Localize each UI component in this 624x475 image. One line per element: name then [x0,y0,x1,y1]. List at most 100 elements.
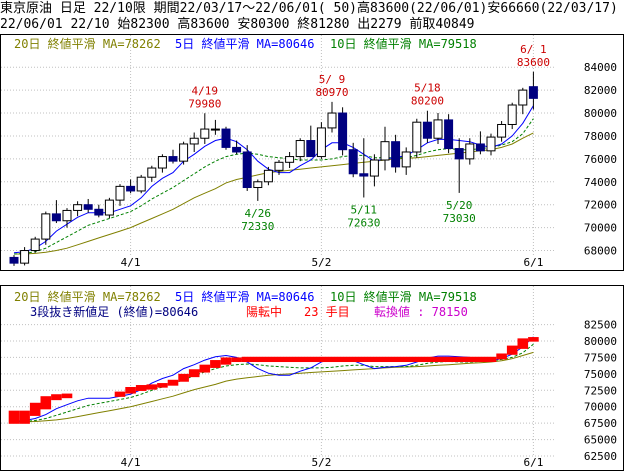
price-panel-ytick-label: 78000 [584,130,617,143]
candle-body [475,143,485,152]
linebreak-panel-legend-2: 5日 終値平滑 MA=80646 [175,289,314,304]
candle-body [147,167,157,178]
ma20-line [14,351,534,423]
low-annotation-value: 73030 [443,212,476,225]
linebreak-panel-ytick-label: 82500 [584,319,617,332]
high-annotation-date: 5/ 9 [319,73,346,86]
high-annotation-value: 83600 [517,56,550,69]
linebreak-brick [61,393,73,399]
low-annotation-value: 72630 [347,216,380,229]
linebreak-panel-xtick-label: 5/2 [311,456,331,469]
low-annotation-date: 5/20 [446,199,473,212]
candle-body [41,213,51,240]
candle-body [486,136,496,152]
price-panel-legend-2: 5日 終値平滑 MA=80646 [175,36,314,51]
candle-body [83,204,93,210]
low-annotation-date: 4/26 [245,207,272,220]
candle-body [62,209,72,222]
candle-body [73,204,83,211]
linebreak-info-title: 3段抜き新値足 (終値)=80646 [30,304,198,319]
candle-body [274,161,284,171]
linebreak-brick [220,357,232,365]
linebreak-brick [8,410,20,424]
price-panel-ytick-label: 72000 [584,199,617,212]
header-line-1: 東京原油 日足 22/10限 期間22/03/17～22/06/01( 50)高… [0,1,618,16]
candle-body [210,128,220,131]
candle-body [369,159,379,177]
linebreak-brick [178,373,189,382]
candle-body [126,185,136,192]
candle-body [20,250,30,264]
high-annotation-date: 6/ 1 [520,43,547,56]
linebreak-brick [51,394,62,401]
linebreak-brick [167,379,179,386]
candle-body [200,128,210,139]
candle-body [422,121,432,139]
high-annotation-value: 79980 [188,97,221,110]
candle-body [316,127,326,158]
candle-body [94,208,104,216]
price-panel-ytick-label: 70000 [584,222,617,235]
high-annotation-value: 80200 [411,95,444,108]
candle-body [412,121,422,153]
candle-body [9,256,19,264]
candle-body [295,140,305,158]
candle-body [136,176,146,192]
candle-body [263,169,273,183]
linebreak-panel-ytick-label: 70000 [584,401,617,414]
candle-body [232,146,242,153]
candle-body [380,141,390,161]
candle-body [528,86,538,99]
candle-body [157,156,167,169]
candle-body [444,119,454,150]
linebreak-brick [157,383,168,388]
chart-header: 東京原油 日足 22/10限 期間22/03/17～22/06/01( 50)高… [0,0,624,34]
candle-body [507,104,517,125]
linebreak-brick [40,396,52,410]
linebreak-brick [231,357,242,363]
linebreak-band [241,356,497,363]
linebreak-reversal: 転換値 : 78150 [374,304,468,319]
candle-body [30,238,40,252]
price-panel-ytick-label: 80000 [584,107,617,120]
candle-body [104,199,114,216]
candle-body [168,156,178,162]
candle-body [338,112,348,151]
linebreak-panel-ytick-label: 67500 [584,417,617,430]
price-panel-xtick-label: 5/2 [311,256,331,269]
linebreak-brick [146,384,158,390]
candle-body [115,185,125,201]
candle-body [454,148,464,160]
candle-body [189,137,199,145]
linebreak-brick [506,345,518,355]
header-line-2: 22/06/01 22/10 始82300 高83600 安80300 終812… [0,17,475,32]
linebreak-count: 23 手目 [304,305,350,319]
linebreak-brick [114,391,126,397]
candle-body [242,151,252,189]
linebreak-panel-ytick-label: 62500 [584,450,617,463]
candle-body [51,213,61,222]
candle-body [221,128,231,148]
price-panel-ytick-label: 74000 [584,176,617,189]
linebreak-brick [135,385,147,391]
linebreak-panel-ytick-label: 75000 [584,368,617,381]
linebreak-panel-ytick-label: 65000 [584,434,617,447]
candle-body [497,123,507,138]
linebreak-panel-frame [0,285,624,471]
low-annotation-date: 5/11 [351,203,378,216]
linebreak-panel-ytick-label: 72500 [584,384,617,397]
high-annotation-date: 4/19 [192,84,219,97]
candle-body [306,140,316,158]
linebreak-panel-ytick-label: 77500 [584,351,617,364]
candle-body [348,149,358,175]
candle-body [465,143,475,160]
candle-body [327,112,337,129]
linebreak-panel-legend-3: 10日 終値平滑 MA=79518 [330,289,477,304]
linebreak-brick [125,387,136,394]
linebreak-panel-xtick-label: 6/1 [523,456,543,469]
candle-body [179,143,189,162]
candle-body [359,173,369,177]
candle-body [253,181,263,189]
price-panel-xtick-label: 4/1 [121,256,141,269]
